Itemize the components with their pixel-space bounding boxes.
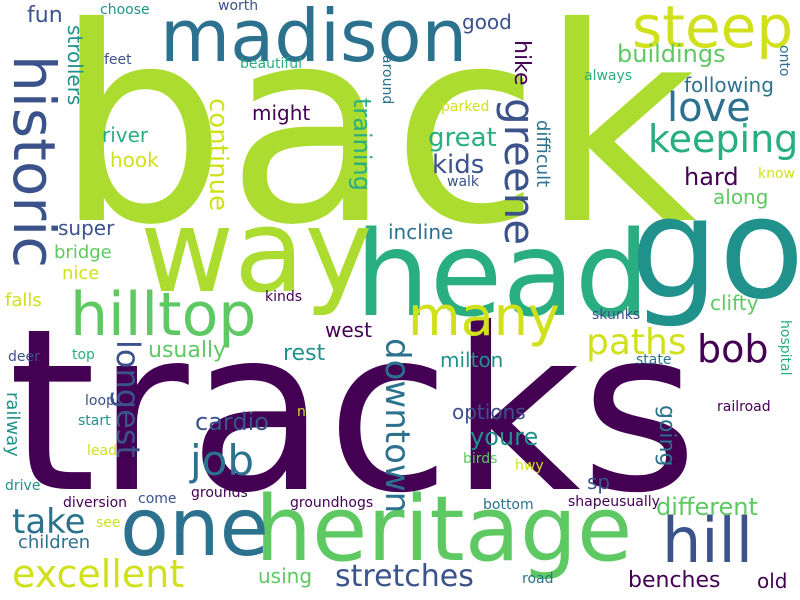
word-hilltop: hilltop — [70, 280, 257, 350]
word-bridge: bridge — [54, 242, 112, 263]
word-incline: incline — [388, 220, 454, 244]
word-go: go — [630, 168, 800, 331]
word-birds: birds — [463, 451, 498, 467]
word-stretches: stretches — [335, 559, 474, 594]
word-greene: greene — [495, 98, 544, 246]
word-head: head — [355, 205, 650, 343]
word-hospital: hospital — [777, 320, 793, 376]
word-feet: feet — [104, 52, 132, 68]
word-children: children — [18, 532, 91, 553]
word-benches: benches — [628, 568, 721, 593]
word-fun: fun — [27, 3, 63, 28]
word-sp: sp — [587, 470, 611, 494]
word-hook: hook — [110, 148, 159, 172]
word-milton: milton — [440, 348, 504, 372]
word-cardio: cardio — [195, 408, 269, 436]
word-training: training — [348, 98, 376, 191]
word-bob: bob — [697, 327, 769, 371]
word-skunks: skunks — [592, 307, 641, 323]
word-choose: choose — [100, 2, 150, 18]
word-great: great — [428, 123, 497, 153]
word-falls: falls — [5, 290, 42, 311]
word-old: old — [757, 569, 788, 593]
word-diversion: diversion — [63, 495, 128, 511]
word-longest: longest — [109, 340, 147, 458]
word-bottom: bottom — [483, 497, 534, 513]
word-tracks: tracks — [8, 281, 698, 543]
word-way: way — [140, 185, 373, 319]
word-back: back — [55, 0, 697, 284]
word-loop: loop — [85, 393, 115, 409]
word-shapeusually: shapeusually — [568, 494, 660, 510]
word-historic: historic — [0, 55, 68, 269]
word-paths: paths — [586, 322, 687, 363]
word-options: options — [452, 400, 526, 424]
word-keeping: keeping — [648, 117, 799, 161]
word-take: take — [12, 502, 86, 542]
word-downtown: downtown — [377, 338, 417, 514]
word-kids: kids — [432, 150, 485, 180]
word-nice: nice — [62, 263, 100, 284]
word-heritage: heritage — [255, 477, 633, 582]
word-good: good — [462, 10, 512, 34]
word-always: always — [584, 68, 633, 84]
word-following: following — [684, 73, 774, 97]
word-road: road — [522, 571, 554, 587]
word-usually: usually — [148, 338, 227, 363]
word-groundhogs: groundhogs — [290, 495, 374, 511]
word-lead: lead — [87, 443, 117, 459]
word-continue: continue — [203, 98, 233, 212]
word-hill: hill — [662, 504, 753, 577]
word-clifty: clifty — [710, 291, 759, 315]
word-strollers: strollers — [63, 25, 87, 106]
word-beautiful: beautiful — [240, 56, 303, 72]
word-excellent: excellent — [12, 552, 185, 596]
word-might: might — [252, 101, 311, 125]
word-start: start — [78, 413, 111, 429]
word-going: going — [654, 405, 679, 467]
word-n: n — [297, 404, 306, 420]
word-buildings: buildings — [617, 40, 726, 68]
word-walk: walk — [447, 174, 480, 190]
word-deer: deer — [8, 349, 40, 365]
word-top: top — [72, 347, 95, 363]
word-come: come — [138, 491, 177, 507]
word-different: different — [656, 493, 758, 521]
word-kinds: kinds — [265, 289, 303, 305]
word-love: love — [667, 85, 751, 131]
word-railway: railway — [2, 392, 23, 457]
word-west: west — [325, 318, 372, 342]
word-drive: drive — [5, 478, 41, 494]
word-see: see — [96, 515, 121, 531]
word-hwy: hwy — [515, 458, 544, 474]
word-one: one — [120, 481, 269, 574]
word-many: many — [408, 285, 560, 348]
word-youre: youre — [470, 423, 539, 451]
word-super: super — [58, 216, 115, 240]
word-hike: hike — [509, 40, 534, 86]
word-hard: hard — [684, 163, 739, 191]
word-river: river — [102, 123, 149, 147]
word-steep: steep — [632, 0, 794, 61]
word-worth: worth — [218, 0, 259, 14]
word-job: job — [190, 436, 255, 485]
word-railroad: railroad — [717, 399, 771, 415]
word-around: around — [379, 55, 395, 105]
word-state: state — [636, 352, 672, 368]
word-using: using — [258, 564, 313, 588]
word-difficult: difficult — [532, 120, 553, 188]
word-madison: madison — [160, 0, 468, 78]
word-parked: parked — [441, 99, 490, 115]
word-onto: onto — [776, 45, 792, 77]
word-know: know — [758, 166, 795, 182]
word-along: along — [713, 185, 769, 209]
word-rest: rest — [283, 341, 326, 366]
word-grounds: grounds — [191, 485, 248, 501]
